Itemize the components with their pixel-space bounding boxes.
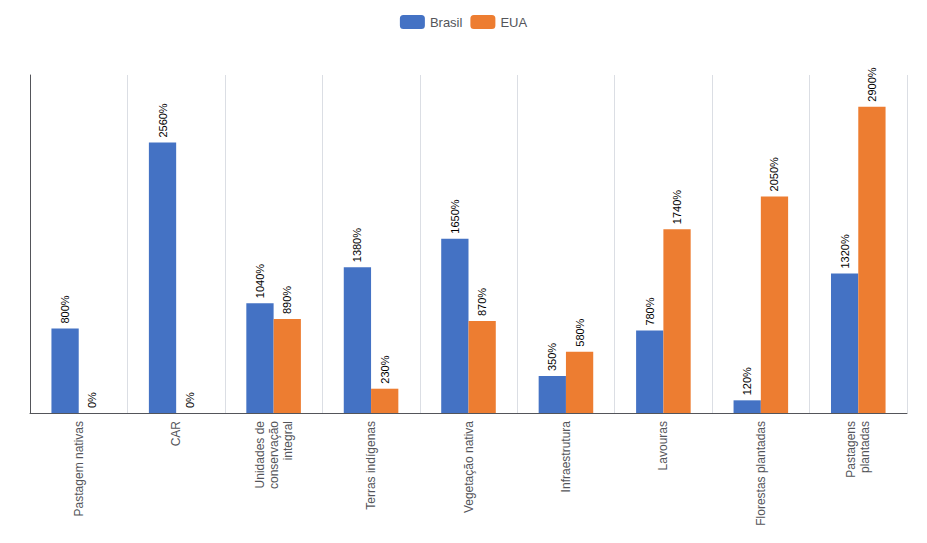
svg-text:1040%: 1040% xyxy=(254,264,266,298)
svg-text:Vegetação nativa: Vegetação nativa xyxy=(462,421,476,513)
svg-text:Brasil: Brasil xyxy=(430,15,463,30)
svg-text:1380%: 1380% xyxy=(351,228,363,262)
svg-text:2900%: 2900% xyxy=(866,67,878,101)
svg-text:CAR: CAR xyxy=(169,421,183,447)
svg-text:1650%: 1650% xyxy=(449,199,461,233)
svg-text:conservação: conservação xyxy=(267,421,281,489)
svg-text:780%: 780% xyxy=(644,297,656,325)
svg-text:890%: 890% xyxy=(281,286,293,314)
svg-text:Florestas plantadas: Florestas plantadas xyxy=(754,421,768,526)
svg-text:plantadas: plantadas xyxy=(858,421,872,473)
svg-text:2560%: 2560% xyxy=(157,103,169,137)
svg-text:Lavouras: Lavouras xyxy=(656,421,670,470)
svg-text:350%: 350% xyxy=(546,343,558,371)
svg-text:Pastagem nativas: Pastagem nativas xyxy=(72,421,86,516)
svg-text:Terras indígenas: Terras indígenas xyxy=(364,421,378,510)
svg-text:1740%: 1740% xyxy=(671,190,683,224)
svg-text:1320%: 1320% xyxy=(839,234,851,268)
svg-text:0%: 0% xyxy=(86,392,98,408)
svg-text:integral: integral xyxy=(281,421,295,460)
svg-text:EUA: EUA xyxy=(500,15,527,30)
svg-text:Unidades de: Unidades de xyxy=(253,421,267,489)
svg-text:230%: 230% xyxy=(379,355,391,383)
svg-text:870%: 870% xyxy=(476,288,488,316)
svg-text:800%: 800% xyxy=(59,295,71,323)
svg-text:Pastagens: Pastagens xyxy=(844,421,858,478)
svg-text:120%: 120% xyxy=(741,367,753,395)
svg-text:0%: 0% xyxy=(184,392,196,408)
svg-text:2050%: 2050% xyxy=(768,157,780,191)
svg-text:Infraestrutura: Infraestrutura xyxy=(559,421,573,493)
svg-text:580%: 580% xyxy=(574,318,586,346)
